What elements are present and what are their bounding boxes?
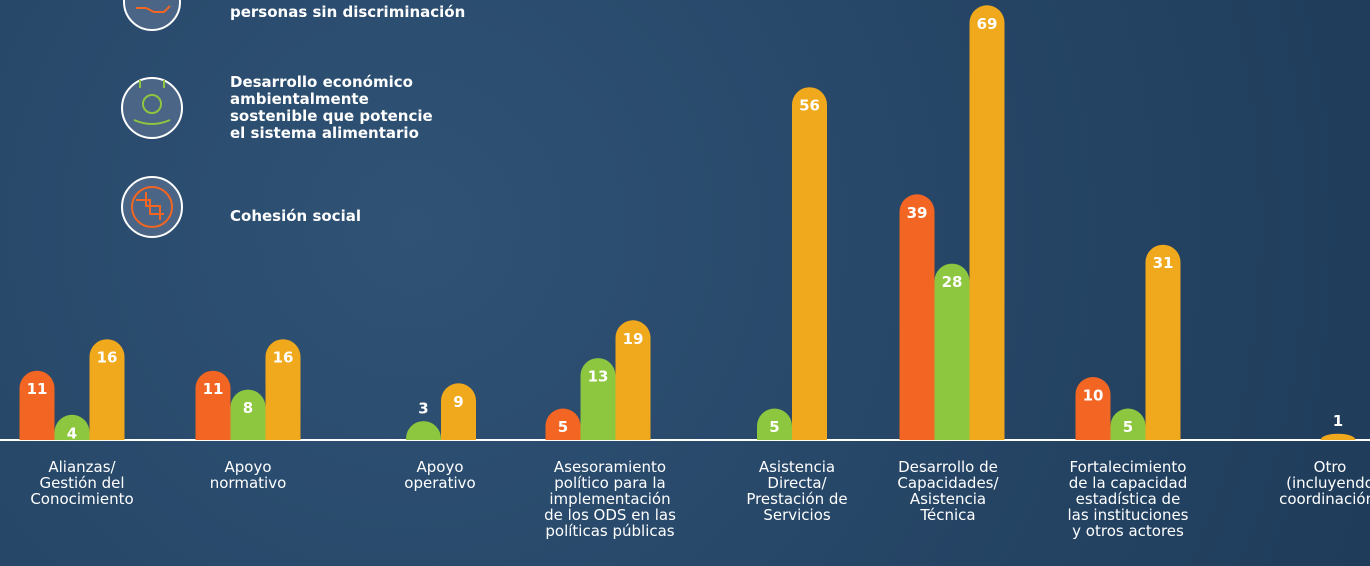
bar [899, 194, 935, 440]
value-label: 13 [588, 368, 609, 386]
x-tick-label: Alianzas/ Gestión del Conocimiento [30, 458, 134, 508]
value-label: 11 [27, 380, 48, 398]
value-label: 31 [1153, 254, 1174, 272]
x-tick-label: Asistencia Directa/ Prestación de Servic… [746, 458, 848, 524]
value-label: 16 [97, 349, 118, 367]
bar [406, 421, 441, 440]
bar [545, 408, 581, 440]
value-label: 10 [1083, 387, 1104, 405]
bar [195, 370, 231, 440]
bar [1145, 244, 1181, 440]
bar [89, 339, 125, 440]
legend-label: Cohesión social [230, 207, 361, 225]
bar [792, 87, 827, 440]
value-label: 1 [1333, 412, 1343, 430]
bar [615, 320, 651, 440]
legend-label: Desarrollo económico ambientalmente sost… [230, 73, 433, 142]
bar [1320, 433, 1356, 440]
value-label: 16 [273, 349, 294, 367]
value-label: 8 [243, 399, 253, 417]
value-label: 5 [558, 418, 568, 436]
bar [265, 339, 301, 440]
bar [969, 5, 1005, 441]
x-tick-label: Otro (incluyendo coordinación) [1279, 458, 1370, 508]
value-label: 19 [623, 330, 644, 348]
x-tick-label: Fortalecimiento de la capacidad estadíst… [1067, 458, 1189, 540]
value-label: 56 [799, 97, 820, 115]
bar [19, 370, 55, 440]
value-label: 5 [769, 418, 779, 436]
value-label: 4 [67, 424, 77, 442]
x-tick-label: Apoyo operativo [404, 458, 476, 492]
bar [230, 389, 266, 440]
bar [934, 263, 970, 440]
bar [441, 383, 476, 440]
legend-label: personas sin discriminación [230, 3, 466, 21]
bar [1075, 377, 1111, 440]
bar [54, 414, 90, 440]
value-label: 3 [418, 400, 428, 418]
bar [580, 358, 616, 440]
x-tick-label: Desarrollo de Capacidades/ Asistencia Té… [897, 458, 999, 524]
value-label: 69 [977, 15, 998, 33]
value-label: 39 [907, 204, 928, 222]
value-label: 11 [203, 380, 224, 398]
value-label: 28 [942, 273, 963, 291]
value-label: 9 [453, 393, 463, 411]
bar [1110, 408, 1146, 440]
bar [757, 408, 792, 440]
x-tick-label: Asesoramiento político para la implement… [544, 458, 676, 540]
legend-icon [121, 0, 183, 238]
value-label: 5 [1123, 418, 1133, 436]
x-tick-label: Apoyo normativo [209, 458, 287, 492]
